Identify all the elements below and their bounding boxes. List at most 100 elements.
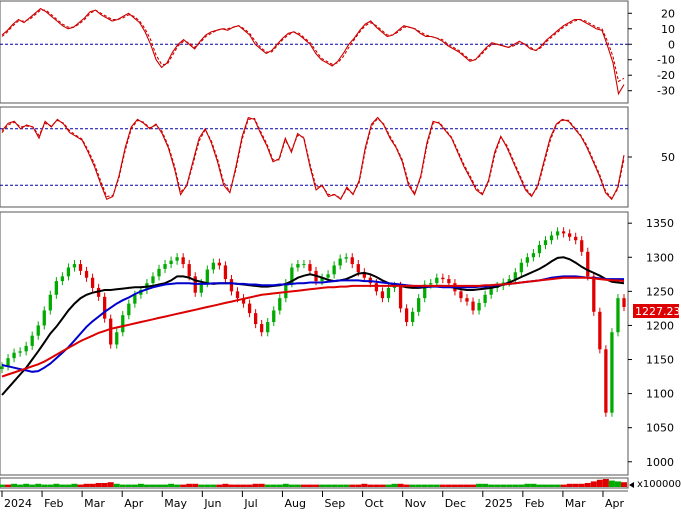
volume-bar bbox=[554, 484, 561, 487]
oscillator-top-panel: 20 10 0 -10 -20 -30 bbox=[0, 7, 675, 98]
volume-bar bbox=[451, 484, 458, 487]
volume-bar bbox=[621, 482, 627, 487]
volume-bar bbox=[313, 484, 320, 487]
candle-body bbox=[72, 264, 77, 268]
candle-body bbox=[266, 322, 270, 333]
volume-bar bbox=[0, 484, 5, 487]
candle-body bbox=[326, 274, 330, 278]
candle-body bbox=[586, 251, 590, 277]
x-tick-label: Jun bbox=[203, 497, 221, 510]
y-tick-label: 1250 bbox=[646, 285, 674, 298]
candle-body bbox=[6, 358, 10, 367]
candle-body bbox=[568, 233, 572, 237]
volume-unit-arrow-icon bbox=[629, 482, 634, 488]
candle-body bbox=[115, 332, 119, 345]
volume-bar bbox=[578, 483, 585, 487]
volume-bar bbox=[95, 483, 102, 487]
y-tick-label: -30 bbox=[657, 85, 675, 98]
oscillator-series-line bbox=[1, 7, 625, 96]
volume-bar bbox=[470, 484, 477, 487]
x-tick-label: Feb bbox=[525, 497, 544, 510]
volume-bar bbox=[101, 483, 108, 487]
candle-body bbox=[24, 345, 28, 352]
candle-body bbox=[0, 366, 4, 370]
y-tick-label: -10 bbox=[657, 54, 675, 67]
volume-bar bbox=[89, 483, 96, 487]
candle-body bbox=[229, 279, 234, 292]
candle-body bbox=[531, 253, 536, 258]
y-tick-label: 1100 bbox=[646, 388, 674, 401]
x-tick-label: Jul bbox=[243, 497, 257, 510]
moving-average-line bbox=[1, 256, 625, 396]
volume-bar bbox=[494, 484, 501, 487]
y-tick-label: 1150 bbox=[646, 354, 674, 367]
volume-bar bbox=[210, 484, 217, 487]
volume-bar bbox=[53, 483, 60, 487]
price-panel-frame bbox=[0, 211, 629, 476]
candle-body bbox=[199, 283, 203, 293]
x-tick-label: Sep bbox=[325, 497, 346, 510]
volume-bar bbox=[246, 484, 253, 487]
candle-body bbox=[350, 257, 354, 265]
volume-bar bbox=[294, 484, 301, 487]
candle-body bbox=[66, 267, 71, 277]
volume-bar bbox=[125, 484, 132, 487]
candle-body bbox=[374, 283, 379, 292]
candle-body bbox=[42, 310, 46, 326]
candle-body bbox=[175, 257, 179, 261]
volume-bar bbox=[149, 484, 156, 487]
volume-bar bbox=[186, 483, 193, 487]
volume-bar bbox=[143, 484, 150, 487]
last-price-label: 1227.230 bbox=[635, 305, 681, 318]
candle-body bbox=[157, 268, 161, 277]
x-tick-label: May bbox=[164, 497, 187, 510]
candle-body bbox=[30, 335, 34, 346]
volume-bar bbox=[433, 484, 440, 487]
candle-body bbox=[555, 231, 560, 236]
candle-body bbox=[253, 313, 258, 325]
candle-body bbox=[435, 277, 439, 284]
x-tick-label: Aug bbox=[284, 497, 305, 510]
candle-body bbox=[78, 264, 83, 271]
candle-body bbox=[592, 276, 596, 312]
volume-bar bbox=[524, 483, 531, 487]
volume-bar bbox=[542, 484, 549, 487]
volume-bar bbox=[258, 483, 265, 487]
candle-body bbox=[60, 276, 65, 282]
candle-body bbox=[90, 277, 95, 288]
volume-bar bbox=[536, 484, 543, 487]
volume-bar bbox=[234, 484, 241, 487]
candle-body bbox=[459, 291, 463, 299]
oscillator-series-line bbox=[1, 9, 625, 83]
volume-bar bbox=[216, 484, 223, 487]
x-axis: 2024 Feb Mar Apr May Jun Jul Aug Sep Oct Nov Dec 202… bbox=[1, 491, 624, 510]
volume-bar bbox=[572, 483, 579, 487]
candle-body bbox=[380, 291, 385, 299]
volume-bar bbox=[427, 484, 434, 487]
candle-body bbox=[580, 240, 584, 252]
volume-bar bbox=[476, 483, 483, 487]
candle-body bbox=[284, 283, 288, 299]
oscillator-middle-panel: 50 bbox=[0, 116, 675, 201]
volume-bar bbox=[282, 483, 289, 487]
volume-bar bbox=[77, 484, 84, 487]
candle-body bbox=[223, 265, 228, 280]
candle-body bbox=[272, 310, 276, 323]
candle-body bbox=[235, 291, 240, 299]
price-panel: 1350 1300 1250 1200 1150 1100 1050 1000 bbox=[0, 217, 674, 469]
candle-body bbox=[187, 264, 191, 277]
volume-bar bbox=[500, 484, 507, 487]
volume-bar bbox=[47, 484, 54, 487]
volume-bar bbox=[11, 483, 18, 487]
volume-bar bbox=[391, 483, 398, 487]
x-tick-label: 2025 bbox=[485, 497, 513, 510]
volume-bar bbox=[421, 484, 428, 487]
volume-bar bbox=[35, 483, 42, 487]
candle-body bbox=[561, 231, 566, 234]
y-tick-label: 0 bbox=[668, 38, 675, 51]
volume-bar bbox=[131, 484, 138, 487]
volume-bar bbox=[17, 484, 24, 487]
candle-body bbox=[290, 267, 294, 284]
candle-body bbox=[121, 315, 125, 333]
volume-bar bbox=[415, 484, 422, 487]
